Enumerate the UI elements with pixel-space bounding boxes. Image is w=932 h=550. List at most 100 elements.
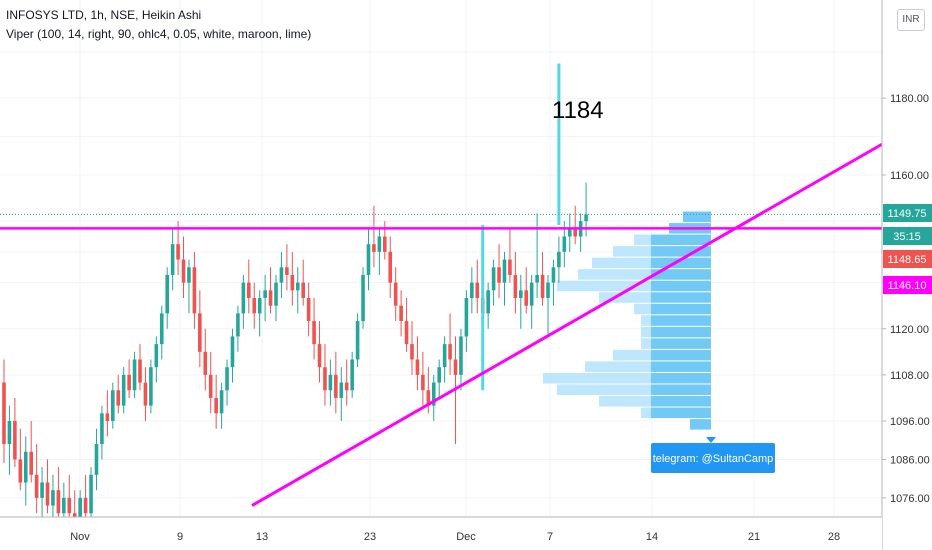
candle-body bbox=[290, 274, 295, 291]
candle-body bbox=[236, 313, 240, 337]
candle-body bbox=[344, 382, 349, 391]
candle-body bbox=[18, 459, 23, 483]
candle-body bbox=[230, 336, 235, 368]
candle-body bbox=[208, 374, 213, 398]
candle-body bbox=[116, 390, 121, 406]
profile-bar-extension bbox=[578, 269, 651, 280]
currency-button[interactable]: INR bbox=[897, 9, 925, 31]
candle-body bbox=[562, 236, 567, 252]
time-tick-label: Dec bbox=[456, 531, 476, 543]
time-tick-label: 7 bbox=[547, 531, 553, 543]
candle-body bbox=[491, 267, 496, 291]
telegram-label: telegram: @SultanCamp bbox=[653, 453, 774, 465]
time-tick-label: 28 bbox=[828, 531, 840, 543]
time-tick-label: 9 bbox=[177, 531, 183, 543]
candle-body bbox=[540, 274, 545, 298]
candle-body bbox=[100, 413, 104, 445]
candle-body bbox=[497, 267, 501, 283]
candle-body bbox=[62, 497, 66, 514]
candle-body bbox=[448, 344, 452, 360]
profile-bar bbox=[651, 349, 711, 361]
candle-body bbox=[339, 382, 344, 398]
candle-body bbox=[257, 298, 262, 314]
profile-bar bbox=[651, 361, 711, 372]
cyan-spike bbox=[481, 224, 485, 391]
candle-body bbox=[2, 382, 6, 445]
candle-body bbox=[529, 282, 534, 306]
candlesticks bbox=[2, 182, 588, 537]
time-axis[interactable]: Nov 9 13 23 Dec 7 14 21 28 bbox=[70, 531, 840, 543]
candle-body bbox=[192, 267, 197, 314]
profile-bar-extension bbox=[641, 315, 651, 326]
candle-body bbox=[306, 298, 311, 322]
candle-body bbox=[51, 490, 55, 506]
candle-body bbox=[486, 290, 490, 314]
candle-body bbox=[252, 298, 257, 314]
price-tick-label: 1086.00 bbox=[890, 454, 930, 466]
candle-body bbox=[475, 282, 480, 298]
profile-bar bbox=[651, 338, 711, 349]
chart-legend: INFOSYS LTD, 1h, NSE, Heikin Ashi Viper … bbox=[6, 6, 311, 44]
candle-body bbox=[45, 482, 50, 506]
price-tag-label: 1149.75 bbox=[888, 208, 927, 220]
symbol-title[interactable]: INFOSYS LTD, 1h, NSE, Heikin Ashi bbox=[6, 8, 202, 22]
candle-body bbox=[464, 298, 469, 337]
candle-body bbox=[159, 313, 164, 345]
candle-body bbox=[567, 228, 572, 237]
trend-lines bbox=[0, 142, 883, 507]
candle-body bbox=[546, 282, 550, 298]
price-tick-label: 1096.00 bbox=[890, 416, 930, 428]
profile-bar bbox=[651, 303, 711, 315]
candle-body bbox=[29, 451, 33, 475]
profile-bar bbox=[690, 419, 711, 430]
candle-body bbox=[350, 359, 354, 391]
candle-body bbox=[165, 274, 169, 314]
profile-bar bbox=[651, 326, 711, 338]
candle-body bbox=[121, 374, 126, 406]
profile-bar-extension bbox=[613, 349, 651, 361]
candle-body bbox=[557, 251, 561, 268]
profile-bar-extension bbox=[599, 292, 651, 303]
profile-bar bbox=[651, 407, 711, 419]
candle-body bbox=[214, 397, 218, 414]
profile-bar-extension bbox=[557, 384, 651, 396]
candle-body bbox=[7, 421, 12, 445]
candle-body bbox=[203, 351, 208, 375]
profile-bar bbox=[651, 246, 711, 257]
price-axis[interactable]: 1076.00 1086.00 1096.00 1108.00 1120.00 1160.… bbox=[882, 93, 930, 505]
volume-profile bbox=[543, 211, 711, 430]
profile-bar-extension bbox=[599, 396, 651, 407]
profile-bar-extension bbox=[557, 280, 651, 292]
cyan-spike bbox=[557, 63, 561, 225]
cyan-spikes bbox=[481, 63, 561, 391]
candle-body bbox=[285, 267, 289, 275]
price-tag bbox=[883, 276, 932, 294]
indicator-title[interactable]: Viper (100, 14, right, 90, ohlc4, 0.05, … bbox=[6, 27, 312, 41]
candle-body bbox=[459, 336, 463, 375]
candle-body bbox=[170, 244, 175, 275]
candle-body bbox=[138, 359, 142, 383]
candle-body bbox=[198, 313, 202, 352]
candle-body bbox=[187, 267, 191, 283]
candle-body bbox=[502, 259, 507, 283]
candle-body bbox=[89, 474, 93, 514]
grid-lines bbox=[0, 0, 882, 517]
candle-body bbox=[519, 290, 523, 298]
price-tick-label: 1180.00 bbox=[890, 93, 929, 105]
candle-body bbox=[274, 282, 278, 306]
price-tick-label: 1120.00 bbox=[890, 324, 929, 336]
candle-body bbox=[127, 374, 131, 391]
telegram-tag-box bbox=[651, 443, 775, 473]
profile-bar-extension bbox=[641, 338, 651, 349]
candle-body bbox=[176, 244, 180, 260]
candle-body bbox=[34, 474, 39, 498]
candle-body bbox=[317, 344, 322, 368]
candle-body bbox=[524, 290, 529, 306]
candle-body bbox=[13, 421, 17, 460]
profile-bar-extension bbox=[543, 372, 651, 384]
candle-body bbox=[410, 344, 414, 360]
candle-body bbox=[225, 367, 229, 391]
candle-body bbox=[388, 251, 393, 283]
candle-body bbox=[431, 382, 436, 406]
